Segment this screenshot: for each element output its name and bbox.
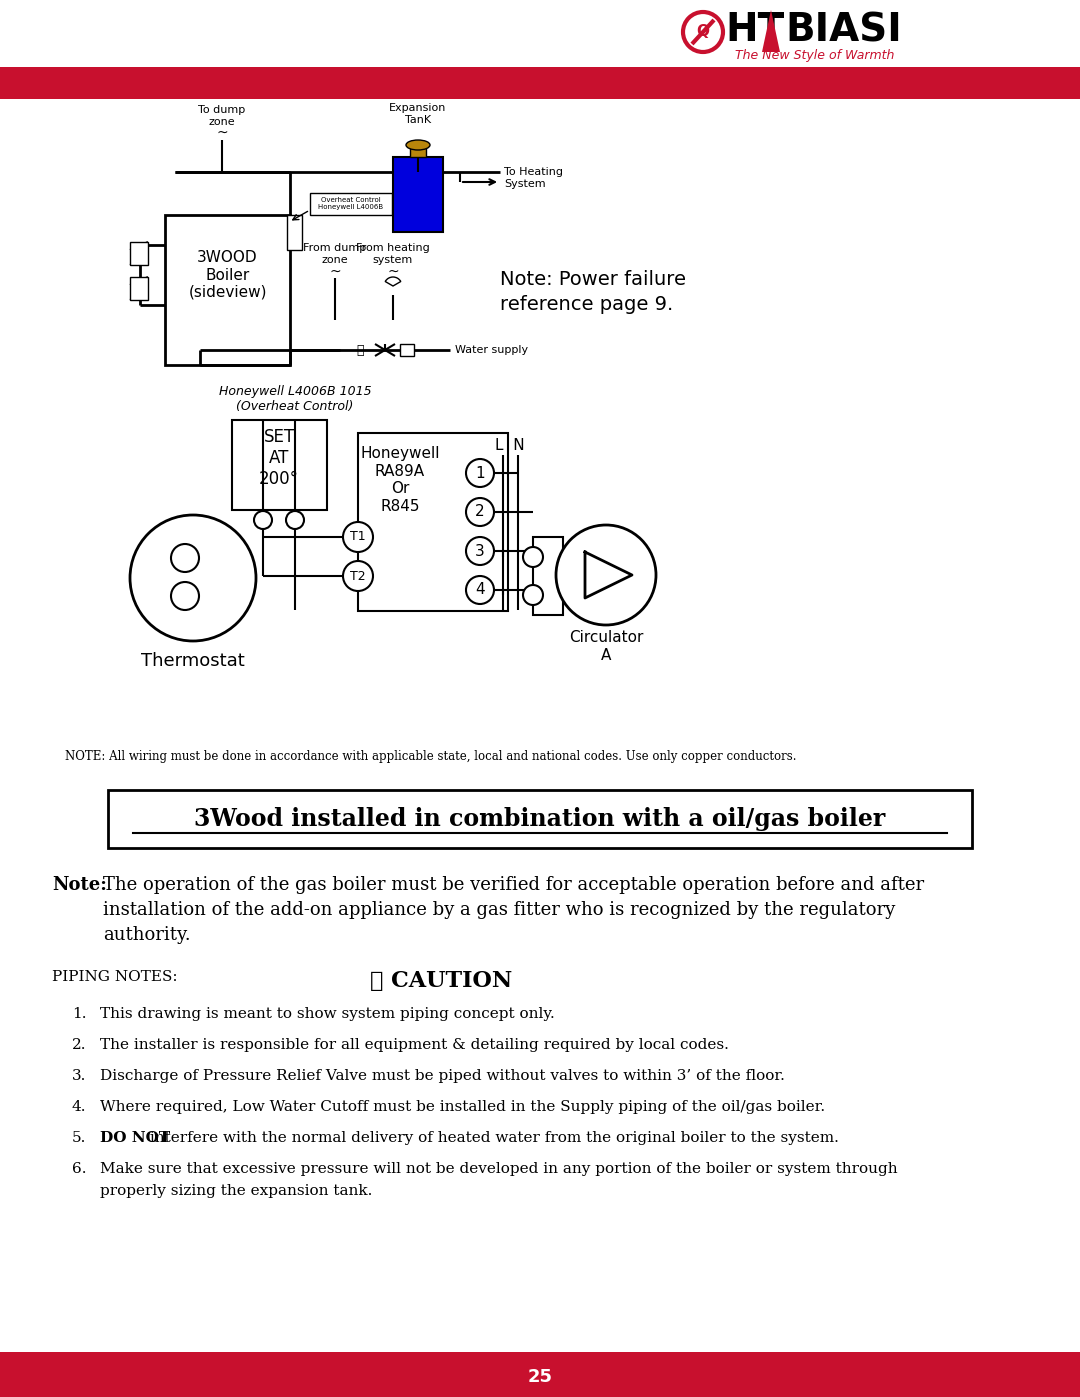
Text: 5.: 5. <box>72 1132 86 1146</box>
Circle shape <box>465 536 494 564</box>
Text: 3: 3 <box>475 543 485 559</box>
Text: 3WOOD
Boiler
(sideview): 3WOOD Boiler (sideview) <box>188 250 267 300</box>
Polygon shape <box>585 552 632 598</box>
Text: To Heating
System: To Heating System <box>504 168 563 189</box>
Bar <box>357 433 508 610</box>
Text: T1: T1 <box>350 531 366 543</box>
Bar <box>130 242 148 265</box>
Text: NOTE: All wiring must be done in accordance with applicable state, local and nat: NOTE: All wiring must be done in accorda… <box>65 750 797 763</box>
Circle shape <box>465 497 494 527</box>
Bar <box>0 67 1080 99</box>
Text: 2.: 2. <box>72 1038 86 1052</box>
Text: L  N: L N <box>496 439 525 454</box>
Text: 3.: 3. <box>72 1069 86 1083</box>
Text: Where required, Low Water Cutoff must be installed in the Supply piping of the o: Where required, Low Water Cutoff must be… <box>100 1099 825 1113</box>
Text: Note:: Note: <box>52 876 107 894</box>
Text: Overheat Control
Honeywell L4006B: Overheat Control Honeywell L4006B <box>319 197 383 211</box>
Text: Circulator: Circulator <box>569 630 644 644</box>
Text: The installer is responsible for all equipment & detailing required by local cod: The installer is responsible for all equ… <box>100 1038 729 1052</box>
Text: Q: Q <box>697 25 710 39</box>
Text: DO NOT: DO NOT <box>100 1132 171 1146</box>
Text: installation of the add-on appliance by a gas fitter who is recognized by the re: installation of the add-on appliance by … <box>103 901 895 919</box>
Text: The operation of the gas boiler must be verified for acceptable operation before: The operation of the gas boiler must be … <box>103 876 924 894</box>
Text: 4.: 4. <box>72 1099 86 1113</box>
Circle shape <box>556 525 656 624</box>
Text: ~: ~ <box>388 265 399 279</box>
Text: 1: 1 <box>475 465 485 481</box>
Text: T2: T2 <box>350 570 366 583</box>
Text: From dump
zone: From dump zone <box>303 243 366 264</box>
Circle shape <box>130 515 256 641</box>
Text: properly sizing the expansion tank.: properly sizing the expansion tank. <box>100 1185 373 1199</box>
Bar <box>165 215 291 365</box>
Text: Note: Power failure: Note: Power failure <box>500 270 686 289</box>
Circle shape <box>254 511 272 529</box>
Bar <box>393 156 443 232</box>
Text: reference page 9.: reference page 9. <box>500 295 673 314</box>
Text: The New Style of Warmth: The New Style of Warmth <box>735 49 894 61</box>
Circle shape <box>683 13 723 52</box>
Text: ~: ~ <box>216 126 228 140</box>
Bar <box>0 1352 1080 1397</box>
Bar <box>232 420 327 510</box>
Text: ⚠ CAUTION: ⚠ CAUTION <box>370 970 512 992</box>
Text: 6.: 6. <box>72 1162 86 1176</box>
Circle shape <box>171 583 199 610</box>
Text: Water supply: Water supply <box>455 345 528 355</box>
Bar <box>400 344 414 356</box>
Bar <box>130 277 148 300</box>
Bar <box>310 193 392 215</box>
Circle shape <box>343 522 373 552</box>
Text: PIPING NOTES:: PIPING NOTES: <box>52 970 177 983</box>
Polygon shape <box>762 10 780 52</box>
Text: BIASI: BIASI <box>785 11 902 49</box>
Text: HT: HT <box>725 11 784 49</box>
Text: 2: 2 <box>475 504 485 520</box>
Text: 3Wood installed in combination with a oil/gas boiler: 3Wood installed in combination with a oi… <box>194 807 886 831</box>
Wedge shape <box>386 277 401 286</box>
Text: Honeywell
RA89A
Or
R845: Honeywell RA89A Or R845 <box>361 447 440 514</box>
Text: From heating
system: From heating system <box>356 243 430 264</box>
Bar <box>287 215 302 250</box>
Text: Discharge of Pressure Relief Valve must be piped without valves to within 3’ of : Discharge of Pressure Relief Valve must … <box>100 1069 785 1083</box>
Ellipse shape <box>406 140 430 149</box>
Circle shape <box>286 511 303 529</box>
Text: 25: 25 <box>527 1368 553 1386</box>
Text: authority.: authority. <box>103 926 191 944</box>
Circle shape <box>465 576 494 604</box>
Text: 4: 4 <box>475 583 485 598</box>
Bar <box>534 536 563 615</box>
Bar <box>410 145 426 156</box>
Circle shape <box>171 543 199 571</box>
Text: Expansion
TanK: Expansion TanK <box>389 103 447 124</box>
Text: Make sure that excessive pressure will not be developed in any portion of the bo: Make sure that excessive pressure will n… <box>100 1162 897 1176</box>
Text: interfere with the normal delivery of heated water from the original boiler to t: interfere with the normal delivery of he… <box>145 1132 839 1146</box>
Circle shape <box>465 460 494 488</box>
Text: This drawing is meant to show system piping concept only.: This drawing is meant to show system pip… <box>100 1007 555 1021</box>
Text: A: A <box>600 647 611 662</box>
Text: ⨉: ⨉ <box>356 344 364 356</box>
Circle shape <box>343 562 373 591</box>
Circle shape <box>523 585 543 605</box>
Text: Thermostat: Thermostat <box>141 652 245 671</box>
Text: ~: ~ <box>329 265 341 279</box>
Text: 1.: 1. <box>72 1007 86 1021</box>
Text: Honeywell L4006B 1015
(Overheat Control): Honeywell L4006B 1015 (Overheat Control) <box>218 386 372 414</box>
Bar <box>108 789 972 848</box>
Circle shape <box>523 548 543 567</box>
Text: To dump
zone: To dump zone <box>199 105 245 127</box>
Text: SET
AT
200°: SET AT 200° <box>259 429 299 488</box>
